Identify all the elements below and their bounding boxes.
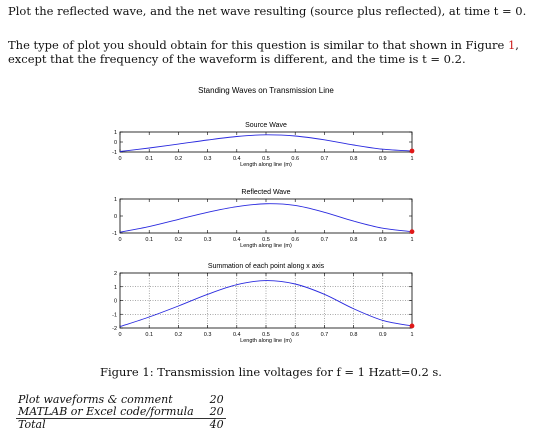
subplot-title: Summation of each point along x axis	[208, 263, 325, 270]
series-line	[119, 134, 413, 152]
x-tick-label: 0.5	[262, 237, 270, 243]
x-tick-label: 0.1	[145, 156, 153, 162]
score-total-row: Total 40	[16, 418, 226, 431]
x-tick-label: 0.2	[175, 237, 183, 243]
intro-line-2: The type of plot you should obtain for t…	[8, 38, 519, 52]
x-tick-label: 0.3	[204, 156, 212, 162]
score-total-label: Total	[16, 418, 196, 431]
intro-line-3: except that the frequency of the wavefor…	[8, 52, 466, 66]
x-tick-label: 0.4	[233, 156, 241, 162]
standing-waves-figure: Standing Waves on Transmission Line Sour…	[112, 86, 415, 344]
x-tick-label: 0.5	[262, 156, 270, 162]
x-tick-label: 0.6	[291, 237, 299, 243]
x-tick-label: 0.9	[379, 332, 387, 338]
x-axis-label: Length along line (m)	[240, 243, 292, 249]
x-tick-label: 0	[118, 156, 121, 162]
x-tick-label: 0.9	[379, 237, 387, 243]
x-tick-label: 0.2	[175, 332, 183, 338]
x-tick-label: 1	[410, 237, 413, 243]
y-tick-label: -1	[112, 150, 117, 156]
x-tick-label: 0	[118, 332, 121, 338]
y-tick-label: -1	[112, 231, 117, 237]
end-point-marker	[409, 148, 415, 154]
x-tick-label: 0.5	[262, 332, 270, 338]
end-point-marker	[409, 229, 415, 235]
y-tick-label: 1	[114, 197, 117, 203]
x-tick-label: 0.7	[321, 237, 329, 243]
subplot-title: Source Wave	[245, 122, 287, 129]
x-tick-label: 1	[410, 332, 413, 338]
x-tick-label: 0.3	[204, 332, 212, 338]
subplot-title: Reflected Wave	[241, 189, 290, 196]
intro-line-2-text: The type of plot you should obtain for t…	[8, 38, 508, 52]
series-line	[119, 280, 413, 328]
score-row: Plot waveforms & comment 20	[16, 394, 226, 406]
x-tick-label: 0.4	[233, 332, 241, 338]
score-row: MATLAB or Excel code/formula 20	[16, 406, 226, 419]
score-points: 20	[209, 405, 224, 418]
x-axis-label: Length along line (m)	[240, 338, 292, 344]
x-tick-label: 0.3	[204, 237, 212, 243]
y-tick-label: 1	[114, 130, 117, 136]
x-tick-label: 0.1	[145, 237, 153, 243]
x-tick-label: 0.4	[233, 237, 241, 243]
x-tick-label: 0	[118, 237, 121, 243]
x-tick-label: 1	[410, 156, 413, 162]
end-point-marker	[409, 323, 415, 329]
x-axis-label: Length along line (m)	[240, 162, 292, 168]
y-tick-label: 1	[114, 285, 117, 291]
x-tick-label: 0.1	[145, 332, 153, 338]
x-tick-label: 0.2	[175, 156, 183, 162]
x-tick-label: 0.6	[291, 156, 299, 162]
intro-line-2-comma: ,	[515, 38, 519, 52]
y-tick-label: 0	[114, 214, 117, 220]
figure-reference-link[interactable]: 1	[507, 38, 516, 52]
x-tick-label: 0.8	[350, 237, 358, 243]
x-tick-label: 0.8	[350, 332, 358, 338]
series-line	[119, 203, 413, 233]
y-tick-label: 0	[114, 140, 117, 146]
x-tick-label: 0.9	[379, 156, 387, 162]
score-label: MATLAB or Excel code/formula	[18, 405, 194, 418]
figure-caption: Figure 1: Transmission line voltages for…	[100, 365, 442, 379]
y-tick-label: -2	[112, 326, 117, 332]
x-tick-label: 0.7	[321, 156, 329, 162]
score-points: 20	[209, 393, 224, 406]
score-table: Plot waveforms & comment 20 MATLAB or Ex…	[16, 394, 226, 431]
x-tick-label: 0.6	[291, 332, 299, 338]
y-tick-label: -1	[112, 312, 117, 318]
figure-suptitle: Standing Waves on Transmission Line	[198, 86, 334, 95]
score-total-points: 40	[195, 418, 226, 431]
y-tick-label: 0	[114, 299, 117, 305]
x-tick-label: 0.7	[321, 332, 329, 338]
y-tick-label: 2	[114, 271, 117, 277]
score-label: Plot waveforms & comment	[18, 393, 173, 406]
x-tick-label: 0.8	[350, 156, 358, 162]
intro-line-1: Plot the reflected wave, and the net wav…	[8, 4, 527, 18]
